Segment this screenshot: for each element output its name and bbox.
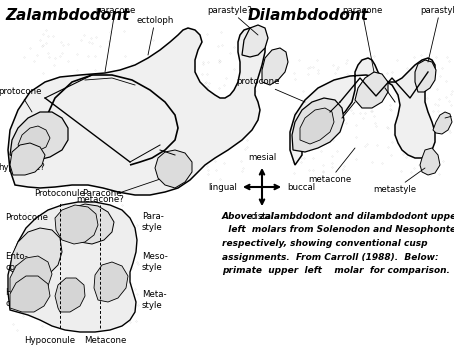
Text: metacone?: metacone? [76,175,172,204]
Text: Dilambdodont: Dilambdodont [248,8,369,23]
Text: Ento-
cone: Ento- cone [5,252,28,272]
Text: metastyle: metastyle [374,168,425,194]
Text: parastyle: parastyle [420,6,454,62]
Text: assignments.  From Carroll (1988).  Below:: assignments. From Carroll (1988). Below: [222,252,439,261]
Text: Meta-
style: Meta- style [142,290,167,310]
Polygon shape [8,202,137,332]
Polygon shape [262,48,288,85]
Polygon shape [62,204,114,244]
Polygon shape [433,112,452,134]
Text: hypocone?: hypocone? [0,158,45,173]
Polygon shape [10,276,50,312]
Text: lingual: lingual [208,182,237,191]
Polygon shape [94,262,128,302]
Text: Hypo-
cone: Hypo- cone [5,288,30,308]
Polygon shape [355,72,388,108]
Text: respectively, showing conventional cusp: respectively, showing conventional cusp [222,239,428,248]
Text: parastyle?: parastyle? [207,6,258,35]
Text: Para-
style: Para- style [142,212,164,232]
Text: Metacone: Metacone [84,336,126,345]
Polygon shape [10,143,45,175]
Polygon shape [55,205,98,244]
Text: left  molars from Solenodon and Nesophontes,: left molars from Solenodon and Nesophont… [222,225,454,234]
Polygon shape [290,58,435,165]
Text: Zalambdodont: Zalambdodont [5,8,129,23]
Polygon shape [300,108,334,144]
Text: protocone: protocone [0,88,41,112]
Polygon shape [155,150,192,188]
Polygon shape [420,148,440,175]
Polygon shape [10,112,68,160]
Text: protocone: protocone [237,77,305,102]
Text: Above: zalambdodont and dilambdodont upper: Above: zalambdodont and dilambdodont upp… [222,212,454,221]
Text: paracone: paracone [342,6,382,72]
Text: Paracone: Paracone [82,189,122,198]
Polygon shape [292,98,344,152]
Text: distal: distal [250,212,274,221]
Text: paracone: paracone [95,6,135,72]
Polygon shape [10,228,62,280]
Text: Meso-
style: Meso- style [142,252,168,272]
Text: Protocone: Protocone [5,214,48,223]
Polygon shape [8,28,265,195]
Polygon shape [242,25,268,57]
Text: Hypoconule: Hypoconule [25,336,75,345]
Polygon shape [55,278,85,312]
Text: ectoloph: ectoloph [136,16,174,55]
Text: meso-
style: meso- style [445,102,454,122]
Text: buccal: buccal [287,182,315,191]
Text: mesial: mesial [248,153,276,162]
Text: metacone: metacone [308,148,355,184]
Text: Protoconule: Protoconule [35,189,85,198]
Text: primate  upper  left    molar  for comparison.: primate upper left molar for comparison. [222,266,450,275]
Polygon shape [415,60,436,92]
Polygon shape [18,126,50,152]
Polygon shape [10,256,52,296]
